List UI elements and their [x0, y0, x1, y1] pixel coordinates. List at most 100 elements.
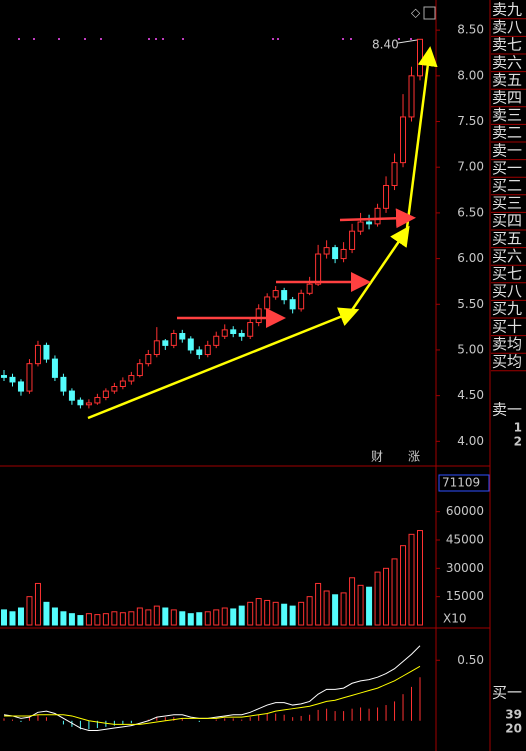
volume-bar — [17, 607, 24, 626]
order-book-label: 买二 — [492, 177, 522, 195]
candle-body — [400, 116, 407, 164]
volume-bar — [43, 601, 50, 626]
order-book-label: 卖一 — [492, 141, 522, 159]
y-tick-label: 15000 — [446, 589, 484, 603]
volume-bar — [51, 607, 58, 626]
order-book-label: 买均 — [492, 353, 522, 371]
order-book-label: 卖六 — [492, 53, 522, 71]
order-book-label: 卖九 — [492, 1, 522, 19]
order-book-label: 卖一 — [492, 401, 522, 419]
candle-body — [187, 338, 194, 351]
candle-body — [298, 292, 305, 310]
order-book-label: 买五 — [492, 229, 522, 247]
candle-body — [136, 363, 143, 377]
candle-body — [153, 340, 160, 356]
candle-body — [145, 354, 152, 365]
y-tick-label: 4.50 — [457, 388, 484, 402]
event-marker[interactable]: 涨 — [408, 449, 420, 464]
order-book-label: 卖七 — [492, 36, 522, 54]
y-tick-label: 30000 — [446, 561, 484, 575]
volume-bar — [247, 601, 254, 626]
volume-bar — [230, 608, 237, 626]
y-tick-label: 5.00 — [457, 342, 484, 356]
candle-body — [357, 221, 364, 232]
volume-bar — [298, 601, 305, 626]
volume-bar — [94, 614, 101, 626]
volume-bar — [340, 592, 347, 626]
volume-bar — [60, 611, 67, 626]
volume-bar — [153, 605, 160, 626]
order-book-label: 卖三 — [492, 106, 522, 124]
candle-body — [230, 329, 237, 335]
candle-body — [102, 390, 109, 398]
volume-readout-box — [438, 474, 490, 492]
order-book-label: 卖二 — [492, 124, 522, 142]
order-book-value: 2 — [514, 435, 522, 449]
order-book-label: 买一 — [492, 684, 522, 702]
candle-body — [43, 344, 50, 360]
dea-line — [4, 665, 421, 725]
candle-body — [94, 396, 101, 404]
volume-bar — [374, 571, 381, 626]
annotation-arrows — [87, 46, 438, 420]
volume-bar — [136, 607, 143, 626]
order-book-label: 卖八 — [492, 18, 522, 36]
volume-bar — [289, 605, 296, 626]
candle-body — [383, 184, 390, 209]
volume-bar — [187, 613, 194, 626]
volume-bar — [400, 545, 407, 626]
volume-bar — [204, 611, 211, 626]
candle-body — [77, 399, 84, 406]
order-book-value: 39 — [505, 708, 522, 722]
icon[interactable] — [423, 6, 436, 20]
order-book-label: 卖四 — [492, 89, 522, 107]
candle-body — [306, 283, 313, 294]
candle-body — [391, 162, 398, 186]
volume-bar — [264, 599, 271, 626]
volume-bar — [238, 605, 245, 626]
volume-bar — [349, 577, 356, 626]
max-price-pointer — [397, 39, 418, 44]
candle-body — [332, 247, 339, 260]
volume-bar — [26, 596, 33, 626]
order-book-value: 1 — [514, 421, 522, 435]
volume-bar — [366, 586, 373, 626]
volume-bar — [119, 612, 126, 626]
y-tick-label: 6.00 — [457, 251, 484, 265]
candle-body — [247, 322, 254, 337]
icon[interactable]: ◇ — [411, 6, 421, 20]
candle-body — [281, 290, 288, 301]
order-book-label: 买三 — [492, 194, 522, 212]
candle-body — [323, 247, 330, 255]
volume-bar — [145, 609, 152, 626]
order-book-label: 卖五 — [492, 71, 522, 89]
volume-scale: X10 — [443, 612, 467, 626]
candle-body — [408, 75, 415, 118]
candle-body — [60, 376, 67, 392]
volume-bar — [357, 584, 364, 626]
volume-bar — [255, 598, 262, 626]
y-tick-label: 45000 — [446, 533, 484, 547]
max-price-label: 8.40 — [372, 38, 399, 52]
volume-bar — [332, 594, 339, 626]
volume-readout: 71109 — [442, 476, 480, 490]
y-tick-label: 7.50 — [457, 114, 484, 128]
order-book-label: 买八 — [492, 282, 522, 300]
candle-body — [289, 299, 296, 310]
candle-body — [26, 363, 33, 392]
candle-body — [255, 308, 262, 324]
volume-bar — [179, 611, 186, 626]
candle-body — [213, 335, 220, 346]
order-book-label: 卖均 — [492, 335, 522, 353]
candle-body — [374, 207, 381, 225]
volume-bar — [1, 609, 7, 626]
candle-body — [204, 344, 211, 356]
volume-bar — [170, 609, 177, 626]
dif-line — [3, 645, 421, 731]
y-tick-label: 60000 — [446, 504, 484, 518]
event-marker[interactable]: 财 — [371, 450, 383, 464]
candle-body — [340, 248, 347, 260]
volume-bar — [383, 567, 390, 626]
